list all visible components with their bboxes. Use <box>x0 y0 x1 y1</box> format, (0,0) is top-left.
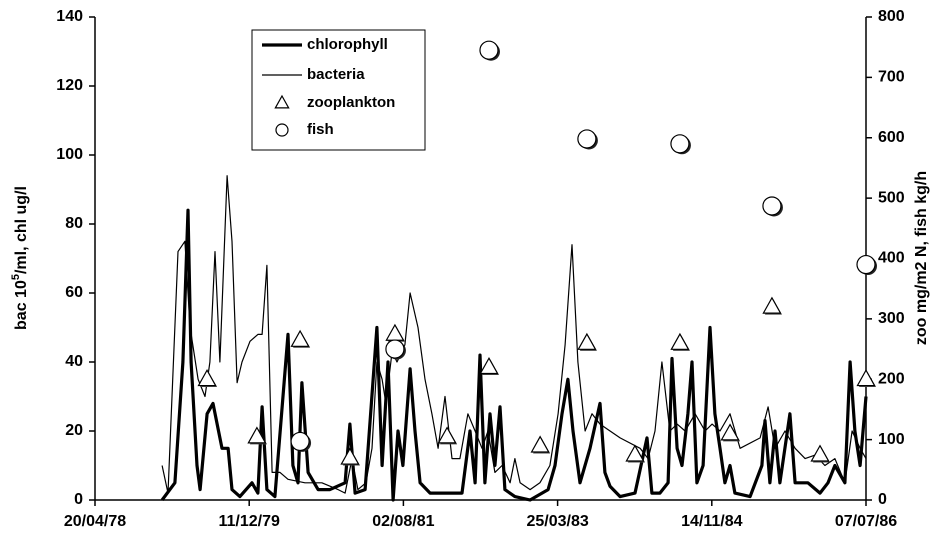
triangle <box>577 332 597 350</box>
y-tick-label: 40 <box>65 353 83 370</box>
y2-tick-label: 800 <box>878 8 905 25</box>
x-tick-label: 07/07/86 <box>835 513 897 530</box>
y-tick-label: 60 <box>65 284 83 301</box>
chlorophyll-line <box>160 208 868 502</box>
fish-point <box>762 196 783 217</box>
y2-tick-label: 100 <box>878 431 905 448</box>
x-tick-label: 20/04/78 <box>64 513 126 530</box>
triangle <box>247 426 267 444</box>
circle <box>479 40 499 60</box>
zooplankton-point <box>762 296 782 315</box>
circle <box>385 339 405 359</box>
triangle <box>340 447 360 465</box>
x-tick-label: 02/08/81 <box>372 513 434 530</box>
zooplankton-point <box>625 444 646 463</box>
y-tick-label: 140 <box>56 8 83 25</box>
triangle <box>762 296 782 314</box>
fish-point <box>385 339 406 360</box>
zooplankton-point <box>247 426 267 445</box>
zooplankton-point <box>385 323 405 342</box>
triangle <box>479 356 499 375</box>
triangle <box>290 329 310 347</box>
y-label-part: bac 10 <box>13 280 30 330</box>
legend-label: bacteria <box>307 66 365 83</box>
y2-tick-label: 700 <box>878 69 905 86</box>
zooplankton-point <box>856 369 877 388</box>
legend-symbol <box>275 123 289 137</box>
fish-point <box>856 254 877 276</box>
y-tick-label: 0 <box>74 491 83 508</box>
y-tick-label: 80 <box>65 215 83 232</box>
zooplankton-point <box>530 435 551 454</box>
x-tick-label: 11/12/79 <box>218 513 280 530</box>
triangle <box>437 426 457 444</box>
y-tick-label: 120 <box>56 77 83 94</box>
x-tick-label: 25/03/83 <box>526 513 588 530</box>
bacteria-line <box>161 175 867 494</box>
legend-label: chlorophyll <box>307 36 388 53</box>
legend-label: zooplankton <box>307 94 395 111</box>
zooplankton-point <box>577 332 597 351</box>
circle <box>577 129 597 149</box>
legend-triangle <box>274 94 290 109</box>
triangle <box>197 369 217 387</box>
legend-label: fish <box>307 121 334 138</box>
triangle <box>810 444 830 462</box>
zooplankton-point <box>197 369 218 388</box>
zooplankton-point <box>810 444 831 463</box>
y2-tick-label: 200 <box>878 370 905 387</box>
y-label-part: /ml, chl ug/l <box>13 186 30 274</box>
circle <box>856 254 876 275</box>
y-axis-label: bac 105/ml, chl ug/l <box>10 186 30 330</box>
zooplankton-point <box>340 447 360 466</box>
y2-axis-label: zoo mg/m2 N, fish kg/h <box>913 171 930 345</box>
legend-circle <box>275 123 289 137</box>
zooplankton-point <box>670 332 690 351</box>
circle <box>670 134 690 154</box>
triangle <box>530 435 550 453</box>
fish-point <box>670 134 691 155</box>
y2-tick-label: 500 <box>878 189 905 206</box>
zooplankton-point <box>479 356 500 375</box>
x-tick-label: 14/11/84 <box>681 513 743 530</box>
triangle <box>625 444 645 462</box>
fish-point <box>290 431 312 452</box>
circle <box>762 196 782 216</box>
zooplankton-point <box>720 423 741 442</box>
y-label-superscript: 5 <box>10 274 22 280</box>
y2-tick-label: 300 <box>878 310 905 327</box>
y2-tick-label: 400 <box>878 250 905 267</box>
y2-tick-label: 0 <box>878 491 887 508</box>
triangle <box>385 323 405 341</box>
legend-symbol <box>274 94 290 109</box>
triangle <box>856 369 876 387</box>
y2-tick-label: 600 <box>878 129 905 146</box>
fish-point <box>577 129 598 150</box>
circle <box>290 431 310 452</box>
fish-point <box>479 40 500 61</box>
y-tick-label: 100 <box>56 146 83 163</box>
zooplankton-point <box>437 426 458 445</box>
y-tick-label: 20 <box>65 422 83 439</box>
triangle <box>720 423 740 441</box>
zooplankton-point <box>290 329 311 348</box>
triangle <box>670 332 690 350</box>
